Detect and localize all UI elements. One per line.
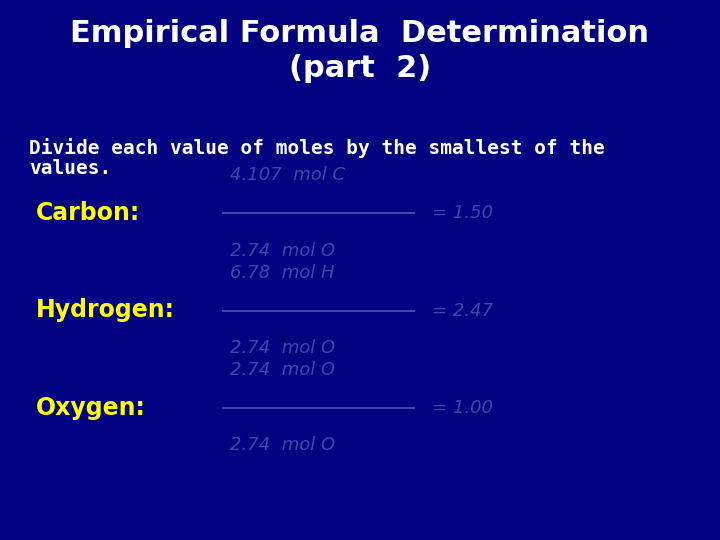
Text: = 1.50: = 1.50: [432, 204, 493, 222]
Text: values.: values.: [29, 159, 111, 178]
Text: 6.78  mol H: 6.78 mol H: [230, 264, 335, 282]
Text: = 1.00: = 1.00: [432, 399, 493, 417]
Text: 2.74  mol O: 2.74 mol O: [230, 242, 336, 260]
Text: 4.107  mol C: 4.107 mol C: [230, 166, 346, 185]
Text: 2.74  mol O: 2.74 mol O: [230, 361, 336, 379]
Text: Empirical Formula  Determination
(part  2): Empirical Formula Determination (part 2): [71, 19, 649, 83]
Text: 2.74  mol O: 2.74 mol O: [230, 436, 336, 455]
Text: Hydrogen:: Hydrogen:: [36, 299, 175, 322]
Text: 2.74  mol O: 2.74 mol O: [230, 339, 336, 357]
Text: Oxygen:: Oxygen:: [36, 396, 146, 420]
Text: Divide each value of moles by the smallest of the: Divide each value of moles by the smalle…: [29, 138, 605, 158]
Text: Carbon:: Carbon:: [36, 201, 140, 225]
Text: = 2.47: = 2.47: [432, 301, 493, 320]
